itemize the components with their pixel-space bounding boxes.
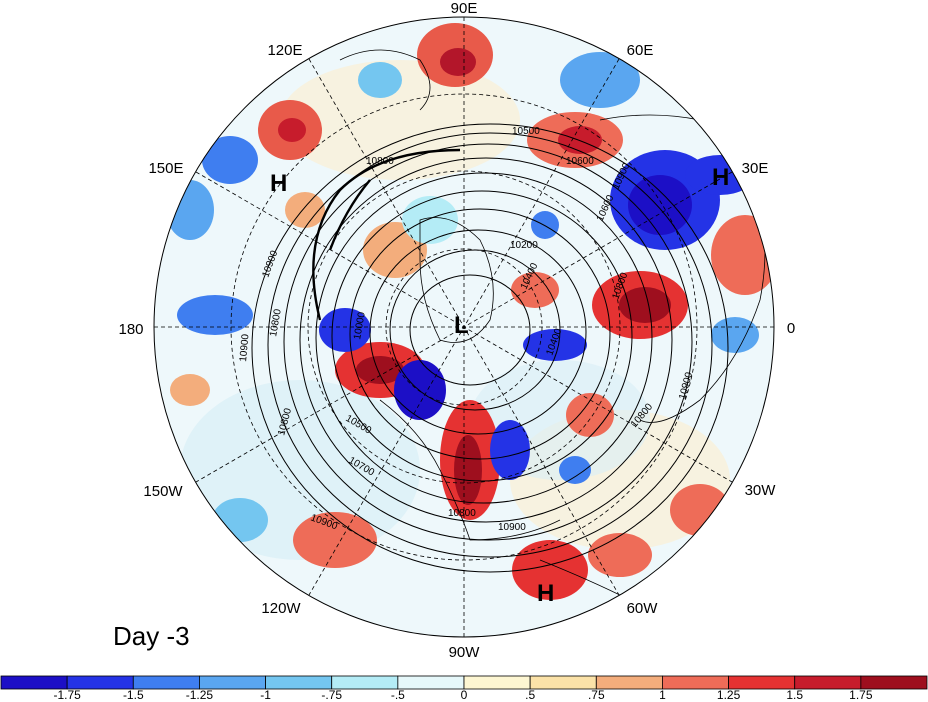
colorbar-tick-label: 1.75	[849, 688, 873, 702]
colorbar-tick-label: .75	[588, 688, 605, 702]
colorbar-tick-label: .5	[525, 688, 535, 702]
contour-label: 10900	[498, 522, 526, 533]
day-label: Day -3	[113, 621, 190, 651]
colorbar-swatch	[463, 675, 531, 690]
longitude-label: 120W	[261, 600, 301, 617]
contour-label: 10000	[352, 311, 368, 341]
high-center-label: H	[270, 170, 287, 197]
height-contours	[251, 123, 729, 573]
longitude-label: 120E	[267, 42, 302, 59]
colorbar: -1.75 -1.5 -1.25 -1 -.75 -.5 0 .5 .75 1 1.25 1.5 1.7…	[0, 675, 928, 702]
map-boundary	[153, 16, 775, 638]
colorbar-tick-label: -1	[260, 688, 271, 702]
longitude-label: 180	[118, 321, 143, 338]
contour-label: 10800	[448, 508, 476, 519]
colorbar-tick-label: -.5	[391, 688, 405, 702]
colorbar-tick-label: 1.5	[786, 688, 803, 702]
colorbar-tick-label: -1.5	[123, 688, 144, 702]
colorbar-swatch	[595, 675, 663, 690]
pressure-centers: L H H H	[270, 164, 729, 607]
longitude-label: 30W	[745, 482, 777, 499]
longitude-label: 60E	[627, 42, 654, 59]
contour-label: 10600	[566, 156, 594, 167]
longitude-labels: 90E 60E 30E 0 30W 60W 90W 120W 150W 180 …	[118, 0, 795, 661]
contour-label: 10900	[238, 333, 251, 362]
longitude-label: 90W	[449, 644, 481, 661]
colorbar-swatch	[397, 675, 465, 690]
low-center-label: L	[454, 312, 469, 339]
longitude-label: 90E	[451, 0, 478, 17]
contour-label: 10500	[512, 126, 540, 137]
contour-label: 10200	[510, 240, 538, 251]
colorbar-tick-label: -1.25	[186, 688, 214, 702]
colorbar-tick-label: -.75	[321, 688, 342, 702]
longitude-label: 150E	[148, 160, 183, 177]
colorbar-tick-label: 1.25	[717, 688, 741, 702]
longitude-label: 60W	[627, 600, 659, 617]
contour-label: 10800	[366, 156, 394, 167]
longitude-label: 30E	[742, 160, 769, 177]
longitude-label: 0	[787, 320, 795, 337]
colorbar-tick-label: -1.75	[53, 688, 81, 702]
graticule	[154, 17, 774, 637]
colorbar-swatch	[860, 675, 928, 690]
colorbar-tick-label: 0	[461, 688, 468, 702]
colorbar-swatch	[529, 675, 597, 690]
colorbar-tick-label: 1	[659, 688, 666, 702]
high-center-label: H	[712, 164, 729, 191]
high-center-label: H	[537, 580, 554, 607]
contour-label: 10800	[268, 308, 284, 338]
longitude-label: 150W	[143, 483, 183, 500]
